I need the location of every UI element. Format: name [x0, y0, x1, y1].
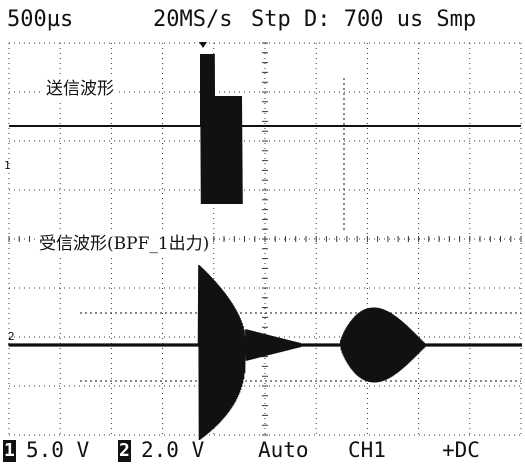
trigger-source-readout: CH1 — [348, 438, 386, 462]
graticule — [8, 42, 522, 436]
ch1-scale-readout: 5.0 V — [26, 438, 90, 462]
trigger-slope-readout: +DC — [442, 438, 480, 462]
ch2-badge: 2 — [118, 440, 131, 462]
ch2-waveform — [8, 264, 523, 441]
cursor-lines — [80, 78, 521, 382]
receive-waveform-label: 受信波形(BPF_1出力) — [36, 233, 213, 255]
ch1-waveform — [9, 53, 521, 205]
stop-delay-readout: Stp D: 700 us Smp — [251, 7, 477, 32]
ch1-badge: 1 — [3, 440, 16, 462]
ch1-ground-marker: 1 — [4, 159, 11, 172]
ch2-ground-marker: 2 — [8, 330, 15, 343]
trigger-position-icon — [199, 42, 207, 48]
waveform-traces — [8, 53, 523, 441]
trigger-mode-readout: Auto — [258, 438, 309, 462]
transmit-waveform-label: 送信波形 — [43, 78, 117, 100]
ch2-scale-readout: 2.0 V — [141, 438, 205, 462]
timebase-readout: 500µs — [7, 7, 74, 32]
sample-rate-readout: 20MS/s — [153, 7, 233, 32]
